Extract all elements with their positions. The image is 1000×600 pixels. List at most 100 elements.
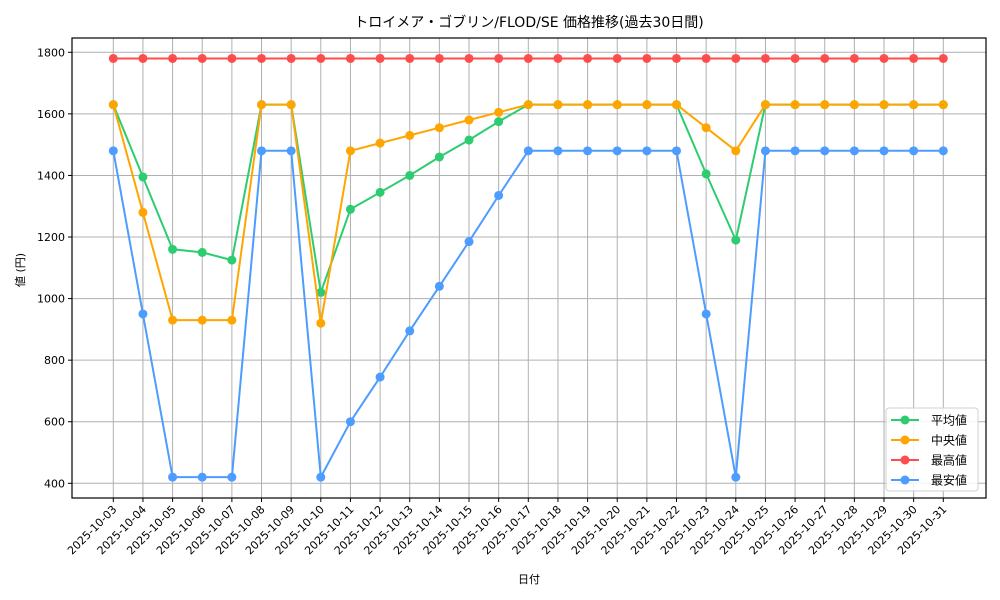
data-point[interactable] (434, 123, 444, 133)
data-point[interactable] (138, 172, 148, 182)
data-point[interactable] (553, 53, 563, 63)
data-point[interactable] (909, 146, 919, 156)
data-point[interactable] (434, 53, 444, 63)
data-point[interactable] (731, 146, 741, 156)
data-point[interactable] (672, 146, 682, 156)
data-point[interactable] (227, 53, 237, 63)
data-point[interactable] (583, 146, 593, 156)
data-point[interactable] (464, 53, 474, 63)
data-point[interactable] (405, 170, 415, 180)
data-point[interactable] (701, 309, 711, 319)
data-point[interactable] (909, 53, 919, 63)
data-point[interactable] (464, 237, 474, 247)
data-point[interactable] (257, 146, 267, 156)
data-point[interactable] (820, 100, 830, 110)
data-point[interactable] (227, 315, 237, 325)
data-point[interactable] (701, 169, 711, 179)
data-point[interactable] (227, 255, 237, 265)
data-point[interactable] (820, 53, 830, 63)
data-point[interactable] (375, 187, 385, 197)
data-point[interactable] (464, 115, 474, 125)
data-point[interactable] (316, 53, 326, 63)
data-point[interactable] (197, 53, 207, 63)
data-point[interactable] (583, 100, 593, 110)
data-point[interactable] (583, 53, 593, 63)
data-point[interactable] (494, 53, 504, 63)
data-point[interactable] (345, 417, 355, 427)
data-point[interactable] (849, 146, 859, 156)
data-point[interactable] (642, 100, 652, 110)
data-point[interactable] (701, 123, 711, 133)
data-point[interactable] (879, 146, 889, 156)
legend-item[interactable]: 最安値 (891, 473, 967, 488)
data-point[interactable] (672, 100, 682, 110)
data-point[interactable] (642, 53, 652, 63)
data-point[interactable] (375, 53, 385, 63)
data-point[interactable] (405, 53, 415, 63)
data-point[interactable] (523, 100, 533, 110)
data-point[interactable] (760, 146, 770, 156)
data-point[interactable] (790, 146, 800, 156)
data-point[interactable] (197, 247, 207, 257)
data-point[interactable] (523, 53, 533, 63)
data-point[interactable] (672, 53, 682, 63)
data-point[interactable] (612, 53, 622, 63)
data-point[interactable] (434, 281, 444, 291)
data-point[interactable] (938, 53, 948, 63)
data-point[interactable] (108, 100, 118, 110)
data-point[interactable] (197, 315, 207, 325)
data-point[interactable] (434, 152, 444, 162)
data-point[interactable] (138, 53, 148, 63)
legend-item[interactable]: 中央値 (891, 433, 967, 448)
legend-item[interactable]: 最高値 (891, 453, 967, 468)
data-point[interactable] (909, 100, 919, 110)
data-point[interactable] (879, 53, 889, 63)
data-point[interactable] (286, 100, 296, 110)
data-point[interactable] (790, 100, 800, 110)
data-point[interactable] (938, 146, 948, 156)
data-point[interactable] (168, 53, 178, 63)
data-point[interactable] (197, 472, 207, 482)
data-point[interactable] (405, 130, 415, 140)
data-point[interactable] (316, 287, 326, 297)
data-point[interactable] (345, 204, 355, 214)
data-point[interactable] (731, 472, 741, 482)
data-point[interactable] (938, 100, 948, 110)
data-point[interactable] (257, 100, 267, 110)
data-point[interactable] (316, 318, 326, 328)
data-point[interactable] (760, 100, 770, 110)
data-point[interactable] (168, 472, 178, 482)
data-point[interactable] (494, 107, 504, 117)
data-point[interactable] (849, 100, 859, 110)
data-point[interactable] (375, 372, 385, 382)
data-point[interactable] (345, 146, 355, 156)
data-point[interactable] (168, 315, 178, 325)
data-point[interactable] (316, 472, 326, 482)
data-point[interactable] (405, 326, 415, 336)
data-point[interactable] (286, 53, 296, 63)
data-point[interactable] (731, 235, 741, 245)
data-point[interactable] (464, 135, 474, 145)
data-point[interactable] (168, 244, 178, 254)
data-point[interactable] (494, 190, 504, 200)
data-point[interactable] (286, 146, 296, 156)
data-point[interactable] (820, 146, 830, 156)
data-point[interactable] (553, 100, 563, 110)
data-point[interactable] (553, 146, 563, 156)
data-point[interactable] (612, 146, 622, 156)
data-point[interactable] (612, 100, 622, 110)
data-point[interactable] (108, 53, 118, 63)
data-point[interactable] (760, 53, 770, 63)
data-point[interactable] (494, 117, 504, 127)
legend-item[interactable]: 平均値 (891, 413, 967, 428)
data-point[interactable] (108, 146, 118, 156)
data-point[interactable] (642, 146, 652, 156)
data-point[interactable] (790, 53, 800, 63)
data-point[interactable] (257, 53, 267, 63)
data-point[interactable] (731, 53, 741, 63)
data-point[interactable] (701, 53, 711, 63)
data-point[interactable] (523, 146, 533, 156)
data-point[interactable] (345, 53, 355, 63)
data-point[interactable] (375, 138, 385, 148)
data-point[interactable] (138, 207, 148, 217)
